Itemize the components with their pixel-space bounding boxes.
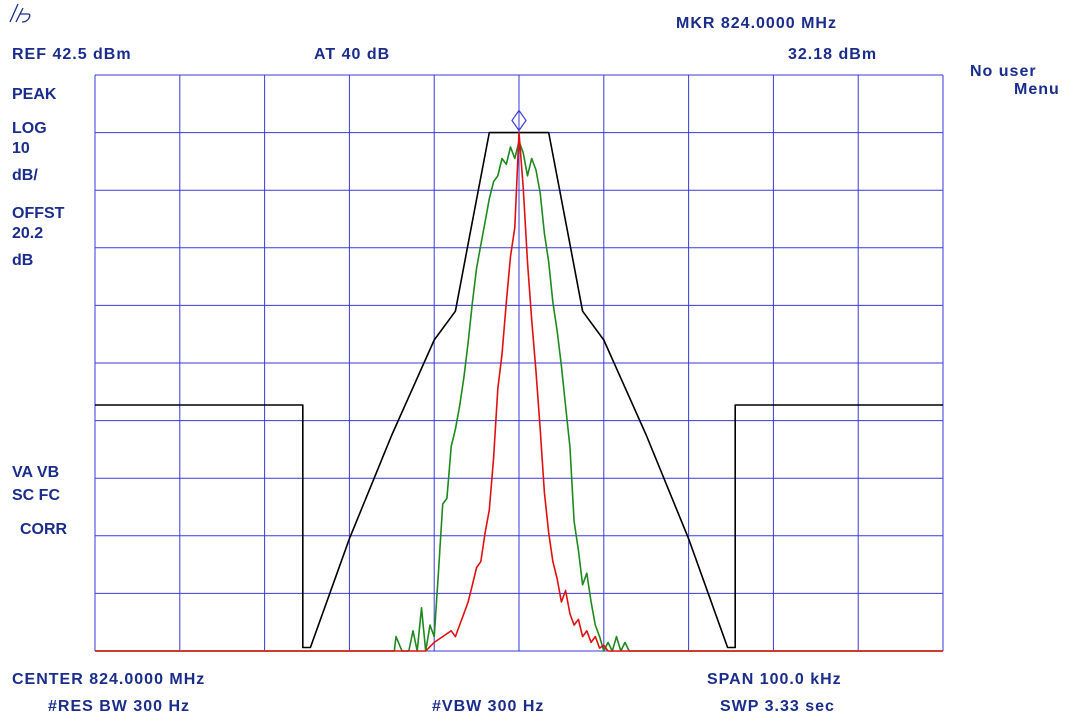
input-attenuation: AT 40 dB xyxy=(314,46,391,63)
red-trace xyxy=(95,131,943,652)
green-trace xyxy=(95,140,943,652)
reference-level: REF 42.5 dBm xyxy=(12,46,132,63)
video-bandwidth: #VBW 300 Hz xyxy=(432,698,545,715)
scale-unit: dB/ xyxy=(12,167,38,184)
status-flags-1: VA VB xyxy=(12,464,60,481)
marker-level: 32.18 dBm xyxy=(788,46,878,63)
softkey-no-user[interactable]: No user xyxy=(970,63,1037,80)
offset-unit: dB xyxy=(12,252,34,269)
hp-logo-icon xyxy=(9,3,31,23)
frequency-span: SPAN 100.0 kHz xyxy=(707,671,842,688)
offset-value: 20.2 xyxy=(12,225,44,242)
resolution-bandwidth: #RES BW 300 Hz xyxy=(48,698,191,715)
offset-label: OFFST xyxy=(12,205,65,222)
center-frequency: CENTER 824.0000 MHz xyxy=(12,671,206,688)
scale-type: LOG xyxy=(12,120,47,137)
correction-flag: CORR xyxy=(20,521,68,538)
scale-value: 10 xyxy=(12,140,30,157)
status-flags-2: SC FC xyxy=(12,487,60,504)
marker-diamond-icon xyxy=(511,109,527,132)
detector-mode: PEAK xyxy=(12,86,57,103)
softkey-menu[interactable]: Menu xyxy=(1014,81,1060,98)
marker-frequency: MKR 824.0000 MHz xyxy=(676,15,837,32)
sweep-time: SWP 3.33 sec xyxy=(720,698,835,715)
